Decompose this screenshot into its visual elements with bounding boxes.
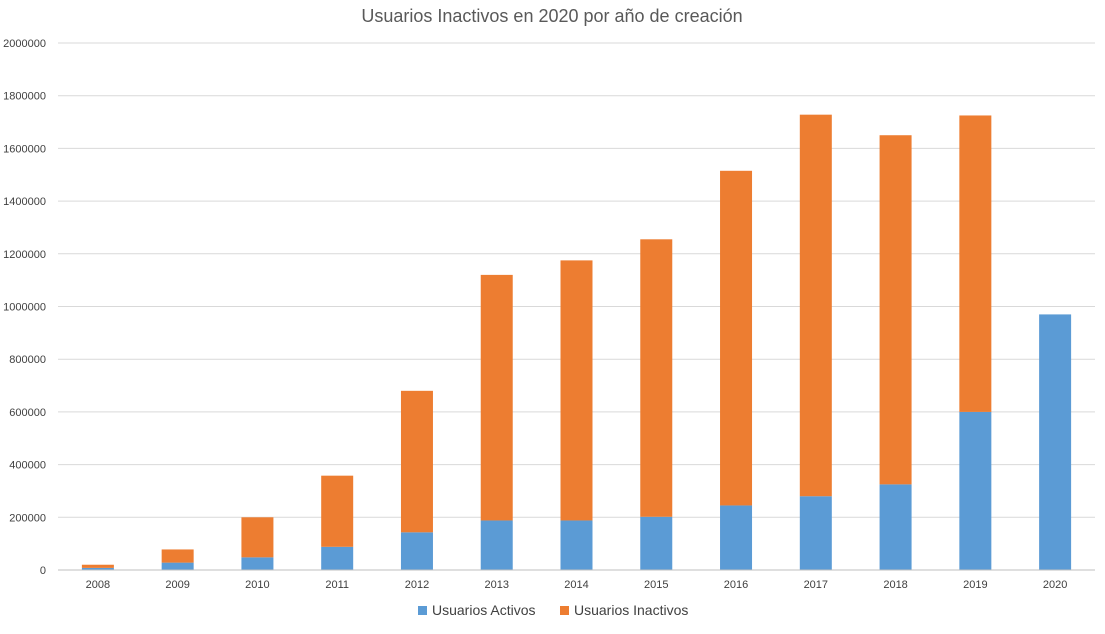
bar-activos-2014 — [560, 520, 593, 570]
x-tick-label: 2016 — [724, 579, 748, 591]
bar-inactivos-2013 — [480, 274, 513, 521]
x-tick-label: 2008 — [86, 579, 110, 591]
bar-activos-2015 — [640, 516, 673, 570]
x-tick-label: 2020 — [1043, 579, 1067, 591]
bar-activos-2008 — [81, 567, 114, 570]
legend-swatch-usuarios-activos — [418, 606, 427, 615]
y-tick-label: 0 — [40, 565, 46, 577]
legend-label-usuarios-inactivos: Usuarios Inactivos — [574, 602, 688, 618]
y-tick-label: 400000 — [9, 460, 46, 472]
bar-inactivos-2016 — [720, 170, 753, 506]
bar-activos-2019 — [959, 411, 992, 570]
bar-activos-2012 — [400, 532, 433, 570]
x-tick-label: 2010 — [245, 579, 269, 591]
bars — [81, 114, 1072, 570]
bar-inactivos-2018 — [879, 135, 912, 485]
legend-swatch-usuarios-inactivos — [560, 606, 569, 615]
x-tick-label: 2014 — [564, 579, 588, 591]
bar-activos-2011 — [321, 546, 354, 570]
y-axis-ticks: 0 200000 400000 600000 800000 1000000 1200000 1… — [3, 38, 46, 577]
bar-activos-2018 — [879, 484, 912, 570]
y-tick-label: 800000 — [9, 354, 46, 366]
y-tick-label: 1400000 — [3, 196, 46, 208]
y-tick-label: 200000 — [9, 512, 46, 524]
bar-inactivos-2010 — [241, 517, 274, 558]
bar-inactivos-2012 — [400, 390, 433, 533]
x-tick-label: 2015 — [644, 579, 668, 591]
bar-activos-2020 — [1039, 314, 1072, 570]
bar-inactivos-2008 — [81, 564, 114, 568]
bar-inactivos-2011 — [321, 475, 354, 547]
x-tick-label: 2012 — [405, 579, 429, 591]
x-tick-label: 2009 — [165, 579, 189, 591]
x-tick-label: 2013 — [484, 579, 508, 591]
bar-inactivos-2015 — [640, 239, 673, 517]
bar-activos-2017 — [799, 496, 832, 570]
legend: Usuarios Activos Usuarios Inactivos — [418, 602, 688, 618]
x-axis-ticks: 2008 2009 2010 2011 2012 2013 2014 2015 2016 2017… — [86, 579, 1068, 591]
x-tick-label: 2011 — [325, 579, 349, 591]
y-tick-label: 1800000 — [3, 91, 46, 103]
bar-inactivos-2017 — [799, 114, 832, 497]
x-tick-label: 2017 — [804, 579, 828, 591]
chart-title: Usuarios Inactivos en 2020 por año de cr… — [361, 6, 742, 26]
y-tick-label: 600000 — [9, 407, 46, 419]
bar-activos-2009 — [161, 562, 194, 570]
bar-activos-2016 — [720, 505, 753, 570]
bar-inactivos-2019 — [959, 115, 992, 412]
y-tick-label: 1200000 — [3, 249, 46, 261]
y-tick-label: 2000000 — [3, 38, 46, 50]
x-tick-label: 2018 — [883, 579, 907, 591]
bar-activos-2013 — [480, 520, 513, 570]
legend-label-usuarios-activos: Usuarios Activos — [432, 602, 535, 618]
bar-activos-2010 — [241, 557, 274, 570]
bar-inactivos-2014 — [560, 260, 593, 521]
x-tick-label: 2019 — [963, 579, 987, 591]
y-tick-label: 1000000 — [3, 302, 46, 314]
y-tick-label: 1600000 — [3, 143, 46, 155]
bar-inactivos-2009 — [161, 549, 194, 563]
